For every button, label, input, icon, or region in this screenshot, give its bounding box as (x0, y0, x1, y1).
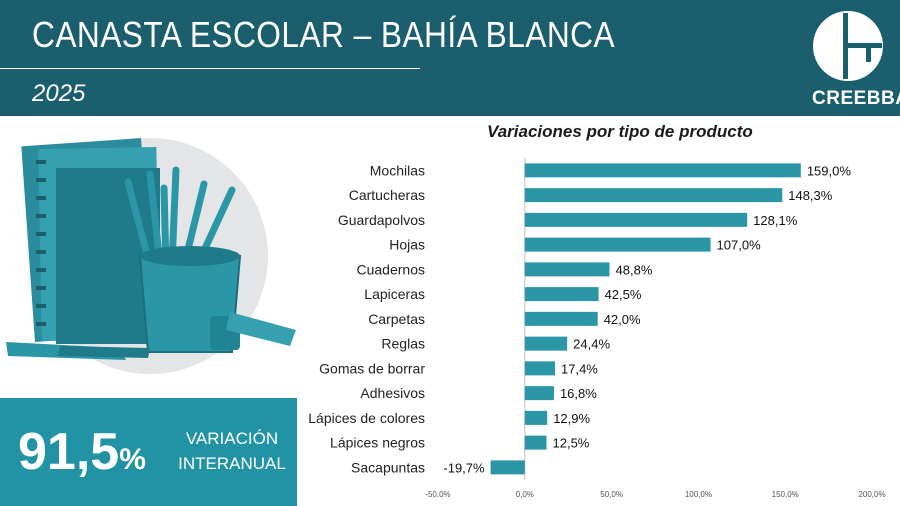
value-label-11: 12,5% (553, 436, 590, 451)
value-label-3: 107,0% (717, 238, 762, 253)
creebba-logo-icon (813, 11, 883, 81)
value-label-2: 128,1% (753, 213, 798, 228)
school-supplies-illustration (6, 138, 296, 374)
x-tick-label-3: 100,0% (685, 490, 712, 499)
category-label-12: Sacapuntas (351, 459, 425, 475)
category-label-1: Cartucheras (349, 187, 425, 203)
value-label-1: 148,3% (788, 188, 833, 203)
bar-5 (524, 287, 599, 302)
bar-3 (524, 237, 711, 252)
year-label: 2025 (32, 80, 86, 107)
chart-title: Variaciones por tipo de producto (487, 122, 753, 141)
header-banner: CANASTA ESCOLAR – BAHÍA BLANCA 2025 CREE… (0, 0, 900, 116)
bar-4 (524, 262, 610, 277)
x-tick-label-5: 200,0% (858, 490, 885, 499)
bar-10 (524, 410, 548, 425)
bar-7 (524, 336, 568, 351)
bar-12 (490, 460, 525, 475)
annual-variation-number: 91,5 (18, 423, 120, 481)
value-label-8: 17,4% (561, 361, 598, 376)
category-label-2: Guardapolvos (338, 212, 425, 228)
x-tick-label-0: -50,0% (425, 490, 450, 499)
category-label-3: Hojas (389, 237, 425, 253)
x-tick-label-1: 0,0% (516, 490, 534, 499)
category-label-6: Carpetas (368, 311, 425, 327)
title-underline (0, 68, 420, 69)
annual-variation-label: VARIACIÓN INTERANUAL (178, 426, 286, 476)
value-label-6: 42,0% (604, 312, 641, 327)
bar-2 (524, 212, 748, 227)
bar-chart: Mochilas 159,0% Cartucheras 148,3% Guardapol… (308, 158, 886, 499)
value-label-9: 16,8% (560, 386, 597, 401)
category-label-9: Adhesivos (360, 385, 425, 401)
bar-11 (524, 435, 547, 450)
bar-6 (524, 311, 598, 326)
value-label-5: 42,5% (605, 287, 642, 302)
bar-9 (524, 386, 554, 401)
bar-1 (524, 188, 783, 203)
bar-0 (524, 163, 801, 178)
category-label-8: Gomas de borrar (319, 360, 425, 376)
category-label-10: Lápices de colores (308, 410, 425, 426)
annual-variation-label-line1: VARIACIÓN (185, 429, 279, 448)
logo-text: CREEBBA (812, 88, 900, 109)
category-label-7: Reglas (381, 336, 425, 352)
category-label-0: Mochilas (370, 162, 425, 178)
annual-variation-box: 91,5% VARIACIÓN INTERANUAL (0, 398, 297, 506)
page-title: CANASTA ESCOLAR – BAHÍA BLANCA (32, 14, 616, 55)
annual-variation-unit: % (119, 443, 146, 476)
value-label-4: 48,8% (616, 262, 653, 277)
x-tick-label-2: 50,0% (600, 490, 623, 499)
value-label-0: 159,0% (807, 163, 852, 178)
value-label-7: 24,4% (573, 337, 610, 352)
category-label-11: Lápices negros (330, 435, 425, 451)
annual-variation-label-line2: INTERANUAL (178, 454, 286, 473)
bar-8 (524, 361, 556, 376)
x-tick-label-4: 150,0% (772, 490, 799, 499)
value-label-12: -19,7% (443, 460, 485, 475)
category-label-5: Lapiceras (364, 286, 425, 302)
category-label-4: Cuadernos (357, 261, 426, 277)
annual-variation-value: 91,5% (18, 422, 146, 482)
value-label-10: 12,9% (553, 411, 590, 426)
